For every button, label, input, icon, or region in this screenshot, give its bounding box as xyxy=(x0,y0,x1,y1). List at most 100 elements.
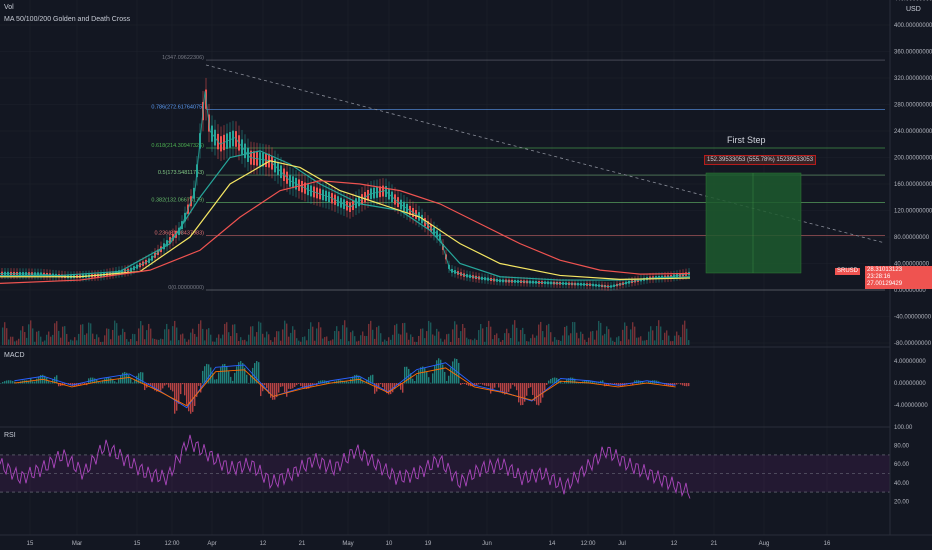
macd-histogram-bar xyxy=(538,383,540,406)
macd-histogram-bar xyxy=(80,383,82,385)
macd-histogram-bar xyxy=(688,383,690,387)
macd-histogram-bar xyxy=(298,383,300,384)
legend-ma[interactable]: MA 50/100/200 Golden and Death Cross xyxy=(4,16,131,23)
volume-bar xyxy=(234,324,236,345)
macd-histogram-bar xyxy=(138,373,140,384)
macd-histogram-bar xyxy=(32,381,34,384)
macd-histogram-bar xyxy=(484,383,486,386)
macd-histogram-bar xyxy=(36,378,38,384)
macd-histogram-bar xyxy=(68,383,70,385)
macd-histogram-bar xyxy=(394,383,396,390)
volume-bar xyxy=(652,330,654,345)
macd-histogram-bar xyxy=(476,383,478,386)
volume-bar xyxy=(402,323,404,345)
macd-histogram-bar xyxy=(254,363,256,384)
rsi-tick-label: 40.00 xyxy=(894,481,910,487)
macd-histogram-bar xyxy=(618,383,620,387)
macd-histogram-bar xyxy=(242,362,244,384)
volume-bar xyxy=(182,333,184,345)
macd-histogram-bar xyxy=(554,377,556,384)
volume-bar xyxy=(386,340,388,345)
volume-bar xyxy=(582,333,584,345)
macd-histogram-bar xyxy=(464,383,466,385)
volume-bar xyxy=(308,328,310,345)
volume-bar xyxy=(456,324,458,345)
volume-bar xyxy=(306,340,308,345)
volume-bar xyxy=(562,335,564,345)
price-axis[interactable]: 440.00000000 400.00000000 360.00000000 320.… xyxy=(894,0,932,505)
macd-histogram-bar xyxy=(414,381,416,384)
macd-histogram-bar xyxy=(434,365,436,384)
price-tick-label: 440.00000000 xyxy=(894,0,932,3)
target-box[interactable] xyxy=(705,172,802,274)
volume-bar xyxy=(78,333,80,345)
time-axis[interactable]: 15 Mar 15 12:00 Apr 12 21 May 10 19 Jun 14 12:00 Jul 1… xyxy=(27,541,831,547)
macd-histogram-bar xyxy=(548,380,550,384)
macd-histogram-bar xyxy=(438,358,440,384)
volume-bar xyxy=(442,341,444,345)
volume-bar xyxy=(330,340,332,345)
volume-bar xyxy=(460,331,462,345)
volume-bar xyxy=(428,320,430,345)
macd-histogram-bar xyxy=(234,372,236,384)
macd-histogram-bar xyxy=(72,383,74,386)
volume-bar xyxy=(590,331,592,345)
volume-bar xyxy=(212,341,214,345)
macd-histogram-bar xyxy=(558,379,560,384)
volume-bar xyxy=(424,338,426,345)
current-price-tag[interactable]: SRUSD 28.31013123 23:28:16 27.00129429 xyxy=(835,266,932,289)
macd-histogram-bar xyxy=(380,383,382,385)
volume-bar xyxy=(316,328,318,345)
time-tick-label: May xyxy=(342,541,353,547)
volume-bar xyxy=(2,327,4,345)
macd-histogram-bar xyxy=(304,383,306,389)
macd-histogram-bar xyxy=(506,383,508,394)
volume-bar xyxy=(642,340,644,345)
volume-bar xyxy=(550,332,552,345)
macd-histogram-bar xyxy=(482,383,484,385)
volume-bar xyxy=(464,327,466,345)
macd-histogram-bar xyxy=(162,383,164,389)
volume-bar xyxy=(242,340,244,345)
macd-histogram-bar xyxy=(218,372,220,384)
volume-bar xyxy=(602,335,604,345)
macd-histogram-bar xyxy=(188,383,190,412)
macd-histogram-bar xyxy=(348,381,350,384)
volume-bar xyxy=(310,322,312,345)
volume-bar xyxy=(38,330,40,345)
volume-bar xyxy=(260,322,262,345)
volume-bar xyxy=(356,341,358,345)
time-tick-label: 15 xyxy=(27,541,34,547)
macd-histogram-bar xyxy=(472,383,474,387)
target-box-rect[interactable] xyxy=(705,172,802,274)
volume-bar xyxy=(620,341,622,345)
legend-vol[interactable]: Vol xyxy=(4,4,14,11)
annotation-title[interactable]: First Step xyxy=(727,135,766,145)
macd-histogram-bar xyxy=(82,383,84,384)
volume-bar xyxy=(262,333,264,345)
macd-histogram-bar xyxy=(364,382,366,384)
volume-bar xyxy=(604,333,606,345)
macd-histogram-bar xyxy=(398,383,400,386)
legend-macd[interactable]: MACD xyxy=(4,352,25,359)
volume-bar xyxy=(246,341,248,345)
macd-histogram-bar xyxy=(396,383,398,386)
price-tick-label: 80.00000000 xyxy=(894,235,930,241)
volume-bar xyxy=(688,340,690,345)
volume-bar xyxy=(138,328,140,345)
annotation-target-label[interactable]: 152.39533053 (555.78%) 15239533053 xyxy=(704,155,817,165)
volume-bar xyxy=(214,341,216,345)
legend-rsi[interactable]: RSI xyxy=(4,432,16,439)
macd-histogram-bar xyxy=(226,366,228,384)
volume-bar xyxy=(680,337,682,345)
macd-histogram-bar xyxy=(34,381,36,384)
volume-bar xyxy=(526,341,528,345)
volume-bar xyxy=(14,341,16,345)
macd-histogram-bar xyxy=(512,383,514,385)
macd-histogram-bar xyxy=(152,383,154,389)
volume-bar xyxy=(538,324,540,345)
macd-histogram-bar xyxy=(400,383,402,390)
macd-histogram-bar xyxy=(448,375,450,384)
macd-histogram-bar xyxy=(350,378,352,384)
